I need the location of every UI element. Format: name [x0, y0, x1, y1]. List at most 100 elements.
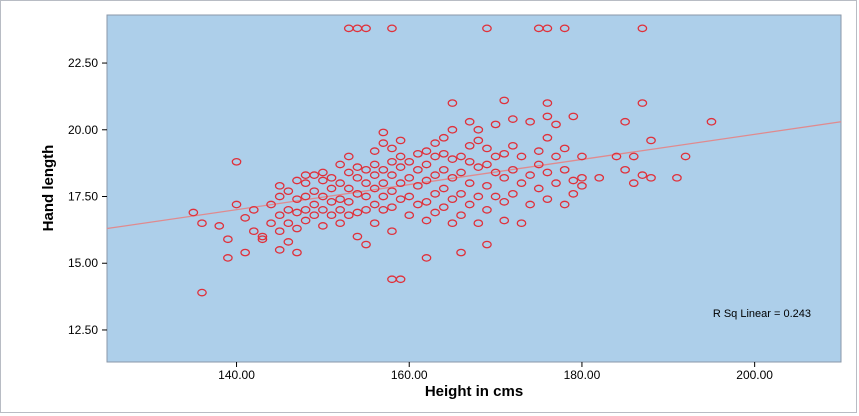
data-point — [231, 157, 242, 166]
data-point — [292, 248, 302, 257]
data-point — [352, 232, 363, 241]
data-point — [464, 141, 475, 150]
data-point — [499, 96, 510, 105]
data-point — [456, 189, 466, 198]
data-point — [525, 117, 535, 126]
data-point — [343, 211, 354, 220]
data-point — [352, 173, 363, 182]
data-point — [490, 168, 501, 177]
y-tick-label: 12.50 — [68, 323, 98, 337]
data-point — [309, 211, 320, 220]
data-point — [395, 163, 406, 171]
data-point — [533, 184, 544, 193]
data-point — [274, 246, 285, 254]
data-point — [309, 187, 320, 196]
data-point — [525, 171, 535, 180]
data-point — [292, 224, 302, 233]
data-point — [361, 192, 371, 201]
data-point — [395, 275, 406, 284]
data-point — [464, 179, 475, 188]
data-point — [352, 163, 363, 171]
data-point — [508, 189, 518, 198]
data-point — [464, 117, 475, 126]
data-point — [387, 24, 397, 33]
data-point — [447, 173, 458, 182]
data-point — [490, 192, 501, 201]
data-point — [490, 120, 501, 129]
data-point — [283, 206, 294, 214]
data-point — [283, 187, 294, 196]
data-point — [447, 219, 458, 228]
data-point — [447, 99, 458, 107]
data-point — [628, 179, 639, 188]
data-point — [430, 189, 440, 198]
data-point — [223, 235, 233, 244]
data-point — [343, 152, 354, 161]
points-layer — [188, 24, 717, 297]
x-axis-title: Height in cms — [425, 383, 523, 400]
data-point — [482, 181, 492, 190]
data-point — [335, 219, 346, 228]
data-point — [551, 152, 561, 161]
data-point — [387, 171, 397, 180]
data-point — [404, 173, 415, 182]
data-point — [378, 128, 389, 137]
data-point — [438, 165, 449, 174]
data-point — [611, 152, 622, 161]
data-point — [508, 165, 518, 174]
data-point — [464, 157, 475, 166]
x-tick-label: 140.00 — [218, 368, 255, 382]
data-point — [352, 208, 363, 217]
data-point — [456, 168, 466, 177]
x-tick-label: 160.00 — [391, 368, 428, 382]
data-point — [551, 179, 561, 188]
data-point — [533, 147, 544, 155]
data-point — [378, 179, 389, 188]
data-point — [413, 165, 423, 174]
data-point — [620, 117, 630, 126]
data-point — [499, 216, 510, 225]
data-point — [551, 120, 561, 129]
data-point — [361, 24, 371, 33]
data-point — [309, 200, 320, 209]
data-point — [646, 173, 656, 182]
data-point — [378, 165, 389, 174]
data-point — [430, 208, 440, 217]
data-point — [335, 179, 346, 188]
data-point — [508, 115, 518, 123]
x-tick-label: 200.00 — [736, 368, 773, 382]
data-point — [577, 152, 587, 161]
data-point — [421, 254, 432, 262]
data-point — [542, 195, 553, 204]
data-point — [274, 192, 285, 201]
y-axis-title: Hand length — [40, 145, 57, 232]
data-point — [395, 152, 406, 161]
data-point — [240, 248, 251, 257]
data-point — [266, 219, 276, 228]
data-point — [300, 179, 311, 188]
data-point — [473, 219, 484, 228]
data-point — [473, 163, 484, 171]
data-point — [387, 144, 397, 153]
data-point — [188, 208, 199, 217]
data-point — [672, 173, 682, 182]
data-point — [473, 136, 484, 145]
data-point — [620, 165, 630, 174]
data-point — [628, 152, 639, 161]
data-point — [361, 240, 371, 249]
data-point — [231, 200, 242, 209]
data-point — [257, 235, 268, 244]
data-point — [361, 206, 371, 214]
data-point — [456, 152, 466, 161]
data-point — [248, 227, 259, 236]
data-point — [274, 211, 285, 220]
data-point — [274, 227, 285, 236]
data-point — [646, 136, 656, 145]
data-point — [266, 200, 276, 209]
data-point — [214, 222, 225, 230]
data-point — [283, 238, 294, 246]
data-point — [369, 200, 380, 209]
data-point — [257, 232, 268, 241]
data-point — [456, 211, 466, 220]
